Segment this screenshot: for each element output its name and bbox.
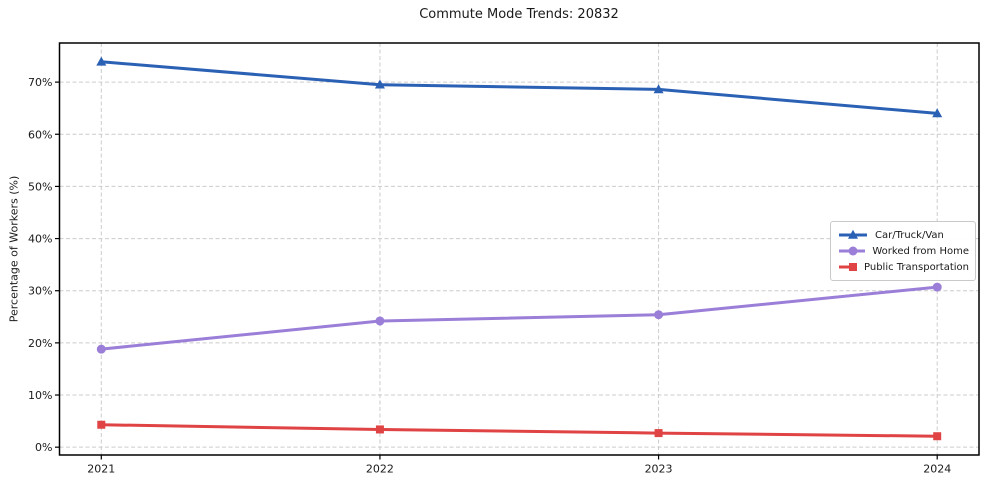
square-marker	[933, 432, 942, 441]
y-tick-label: 30%	[28, 285, 52, 298]
triangle-marker	[96, 56, 107, 66]
legend-entry-public-transportation: Public Transportation	[838, 259, 969, 275]
legend-sample-circle-icon	[839, 246, 866, 256]
circle-marker	[375, 316, 385, 326]
legend-label: Worked from Home	[872, 245, 969, 257]
legend-label: Car/Truck/Van	[875, 229, 944, 241]
legend-sample-triangle-icon	[839, 229, 867, 239]
circle-marker	[932, 282, 942, 292]
circle-marker	[96, 344, 106, 354]
circle-marker	[848, 246, 858, 256]
legend-label: Public Transportation	[864, 261, 969, 273]
y-tick-label: 10%	[28, 389, 52, 402]
triangle-marker	[848, 229, 858, 239]
legend-entry-worked-from-home: Worked from Home	[838, 243, 969, 259]
square-marker	[97, 420, 106, 429]
series-line-worked-from-home	[99, 285, 939, 351]
chart-title: Commute Mode Trends: 20832	[419, 7, 619, 22]
plot-border	[58, 42, 980, 456]
circle-marker	[654, 310, 664, 320]
x-tick-label: 2022	[366, 463, 394, 476]
y-tick-label: 40%	[28, 233, 52, 246]
triangle-marker	[374, 79, 385, 89]
triangle-marker	[932, 108, 943, 118]
series-line-public-transportation	[99, 423, 939, 438]
y-tick-label: 60%	[28, 128, 52, 141]
square-marker	[375, 425, 384, 434]
y-tick-label: 70%	[28, 76, 52, 89]
legend-entry-car-truck-van: Car/Truck/Van	[838, 227, 969, 243]
triangle-marker	[653, 84, 664, 94]
x-tick-label: 2024	[923, 463, 951, 476]
y-tick-label: 50%	[28, 180, 52, 193]
legend: Car/Truck/Van Worked from Home Public Tran…	[830, 221, 976, 281]
y-tick-label: 20%	[28, 337, 52, 350]
square-marker	[654, 429, 663, 438]
x-tick-label: 2023	[645, 463, 673, 476]
legend-sample-square-icon	[839, 263, 858, 271]
y-tick-label: 0%	[35, 441, 52, 454]
square-marker	[849, 263, 857, 271]
series-line-car-truck-van	[99, 60, 939, 115]
x-tick-label: 2021	[87, 463, 115, 476]
